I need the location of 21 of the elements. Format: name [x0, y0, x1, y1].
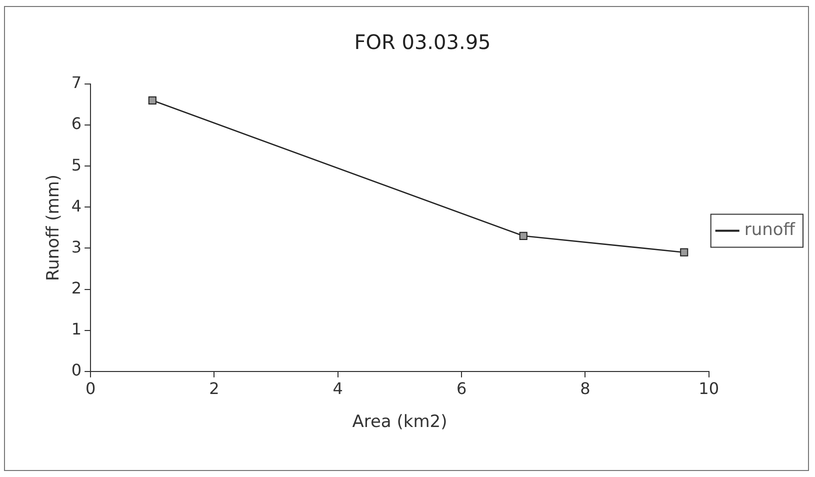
x-tick-label: 6 — [456, 379, 467, 398]
x-tick-label: 8 — [580, 379, 590, 398]
y-tick-label: 6 — [71, 114, 82, 134]
point — [519, 232, 528, 240]
chart-title: FOR 03.03.95 — [354, 30, 491, 54]
x-tick-label: 0 — [85, 379, 96, 398]
y-tick-label: 1 — [71, 320, 82, 338]
x-axis-title: Area (km2) — [352, 412, 448, 432]
point — [680, 248, 688, 256]
y-tick-label: 4 — [71, 196, 82, 216]
legend-label: runoff — [744, 220, 796, 240]
point — [148, 96, 156, 104]
y-axis-title: Runoff (mm) — [44, 174, 64, 281]
y-tick-label: 5 — [71, 155, 82, 174]
y-tick-label: 7 — [71, 73, 82, 92]
y-tick-label: 2 — [71, 278, 82, 298]
x-tick-label: 10 — [698, 379, 720, 398]
x-tick-label: 2 — [209, 379, 220, 398]
y-tick-label: 0 — [71, 360, 82, 380]
y-tick-label: 3 — [71, 237, 82, 256]
x-tick-label: 4 — [332, 379, 343, 398]
